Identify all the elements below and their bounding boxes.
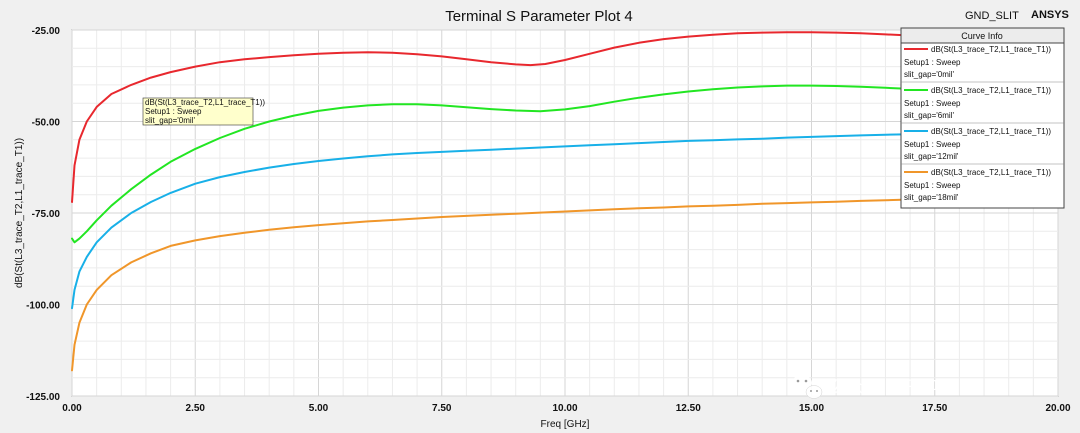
- y-tick-label: -125.00: [26, 392, 60, 403]
- y-tick-labels: -25.00 -50.00 -75.00 -100.00 -125.00: [26, 26, 60, 403]
- legend-entry[interactable]: dB(St(L3_trace_T2,L1_trace_T1)) Setup1 : …: [904, 86, 1051, 120]
- y-tick-label: -50.00: [32, 118, 61, 129]
- series-line[interactable]: [71, 31, 976, 203]
- x-tick-label: 17.50: [922, 403, 947, 414]
- legend-entry-expression: dB(St(L3_trace_T2,L1_trace_T1)): [931, 168, 1051, 177]
- y-tick-label: -25.00: [32, 26, 61, 37]
- x-tick-label: 10.00: [552, 403, 577, 414]
- watermark: 公众号 · 开仿啦: [792, 375, 948, 399]
- x-tick-label: 7.50: [432, 403, 452, 414]
- tooltip-line-3: slit_gap='0mil': [145, 116, 195, 125]
- curve-tooltip[interactable]: dB(St(L3_trace_T2,L1_trace_T1)) Setup1 :…: [142, 97, 265, 126]
- x-tick-label: 12.50: [676, 403, 701, 414]
- legend-entry-expression: dB(St(L3_trace_T2,L1_trace_T1)): [931, 45, 1051, 54]
- series-line[interactable]: [71, 196, 976, 372]
- series-line[interactable]: [71, 131, 976, 310]
- legend-entry-setup: Setup1 : Sweep: [904, 58, 961, 67]
- x-tick-labels: 0.00 2.50 5.00 7.50 10.00 12.50 15.00 17.50 20.0…: [62, 403, 1071, 414]
- design-name-label: GND_SLIT: [965, 10, 1019, 22]
- x-tick-label: 2.50: [186, 403, 206, 414]
- legend-entry-expression: dB(St(L3_trace_T2,L1_trace_T1)): [931, 86, 1051, 95]
- tooltip-line-2: Setup1 : Sweep: [145, 107, 202, 116]
- x-tick-label: 20.00: [1045, 403, 1070, 414]
- curve-info-legend[interactable]: Curve Info dB(St(L3_trace_T2,L1_trace_T1…: [900, 27, 1065, 209]
- legend-entry-variation: slit_gap='0mil': [904, 70, 954, 79]
- x-axis-label: Freq [GHz]: [541, 419, 590, 430]
- x-tick-label: 15.00: [799, 403, 824, 414]
- legend-entry-setup: Setup1 : Sweep: [904, 140, 961, 149]
- legend-title: Curve Info: [961, 31, 1003, 41]
- series-line[interactable]: [71, 84, 976, 244]
- x-tick-label: 5.00: [309, 403, 329, 414]
- legend-entry-expression: dB(St(L3_trace_T2,L1_trace_T1)): [931, 127, 1051, 136]
- wechat-icon: [792, 375, 823, 399]
- legend-entry-setup: Setup1 : Sweep: [904, 181, 961, 190]
- x-tick-label: 0.00: [62, 403, 82, 414]
- series-layer: [71, 31, 976, 372]
- y-axis-label: dB(St(L3_trace_T2,L1_trace_T1)): [14, 138, 25, 288]
- y-tick-label: -75.00: [32, 209, 61, 220]
- watermark-text: 公众号 · 开仿啦: [830, 378, 948, 398]
- y-tick-label: -100.00: [26, 301, 60, 312]
- ansys-logo-text: ANSYS: [1031, 9, 1069, 21]
- legend-entry-variation: slit_gap='18mil': [904, 193, 959, 202]
- legend-entry[interactable]: dB(St(L3_trace_T2,L1_trace_T1)) Setup1 : …: [904, 168, 1051, 202]
- chart-title: Terminal S Parameter Plot 4: [445, 8, 633, 25]
- legend-entry-setup: Setup1 : Sweep: [904, 99, 961, 108]
- legend-entry[interactable]: dB(St(L3_trace_T2,L1_trace_T1)) Setup1 : …: [904, 127, 1051, 161]
- legend-entry-variation: slit_gap='6mil': [904, 111, 954, 120]
- legend-entry-variation: slit_gap='12mil': [904, 152, 959, 161]
- legend-entry[interactable]: dB(St(L3_trace_T2,L1_trace_T1)) Setup1 : …: [904, 45, 1051, 79]
- tooltip-line-1: dB(St(L3_trace_T2,L1_trace_T1)): [145, 98, 265, 107]
